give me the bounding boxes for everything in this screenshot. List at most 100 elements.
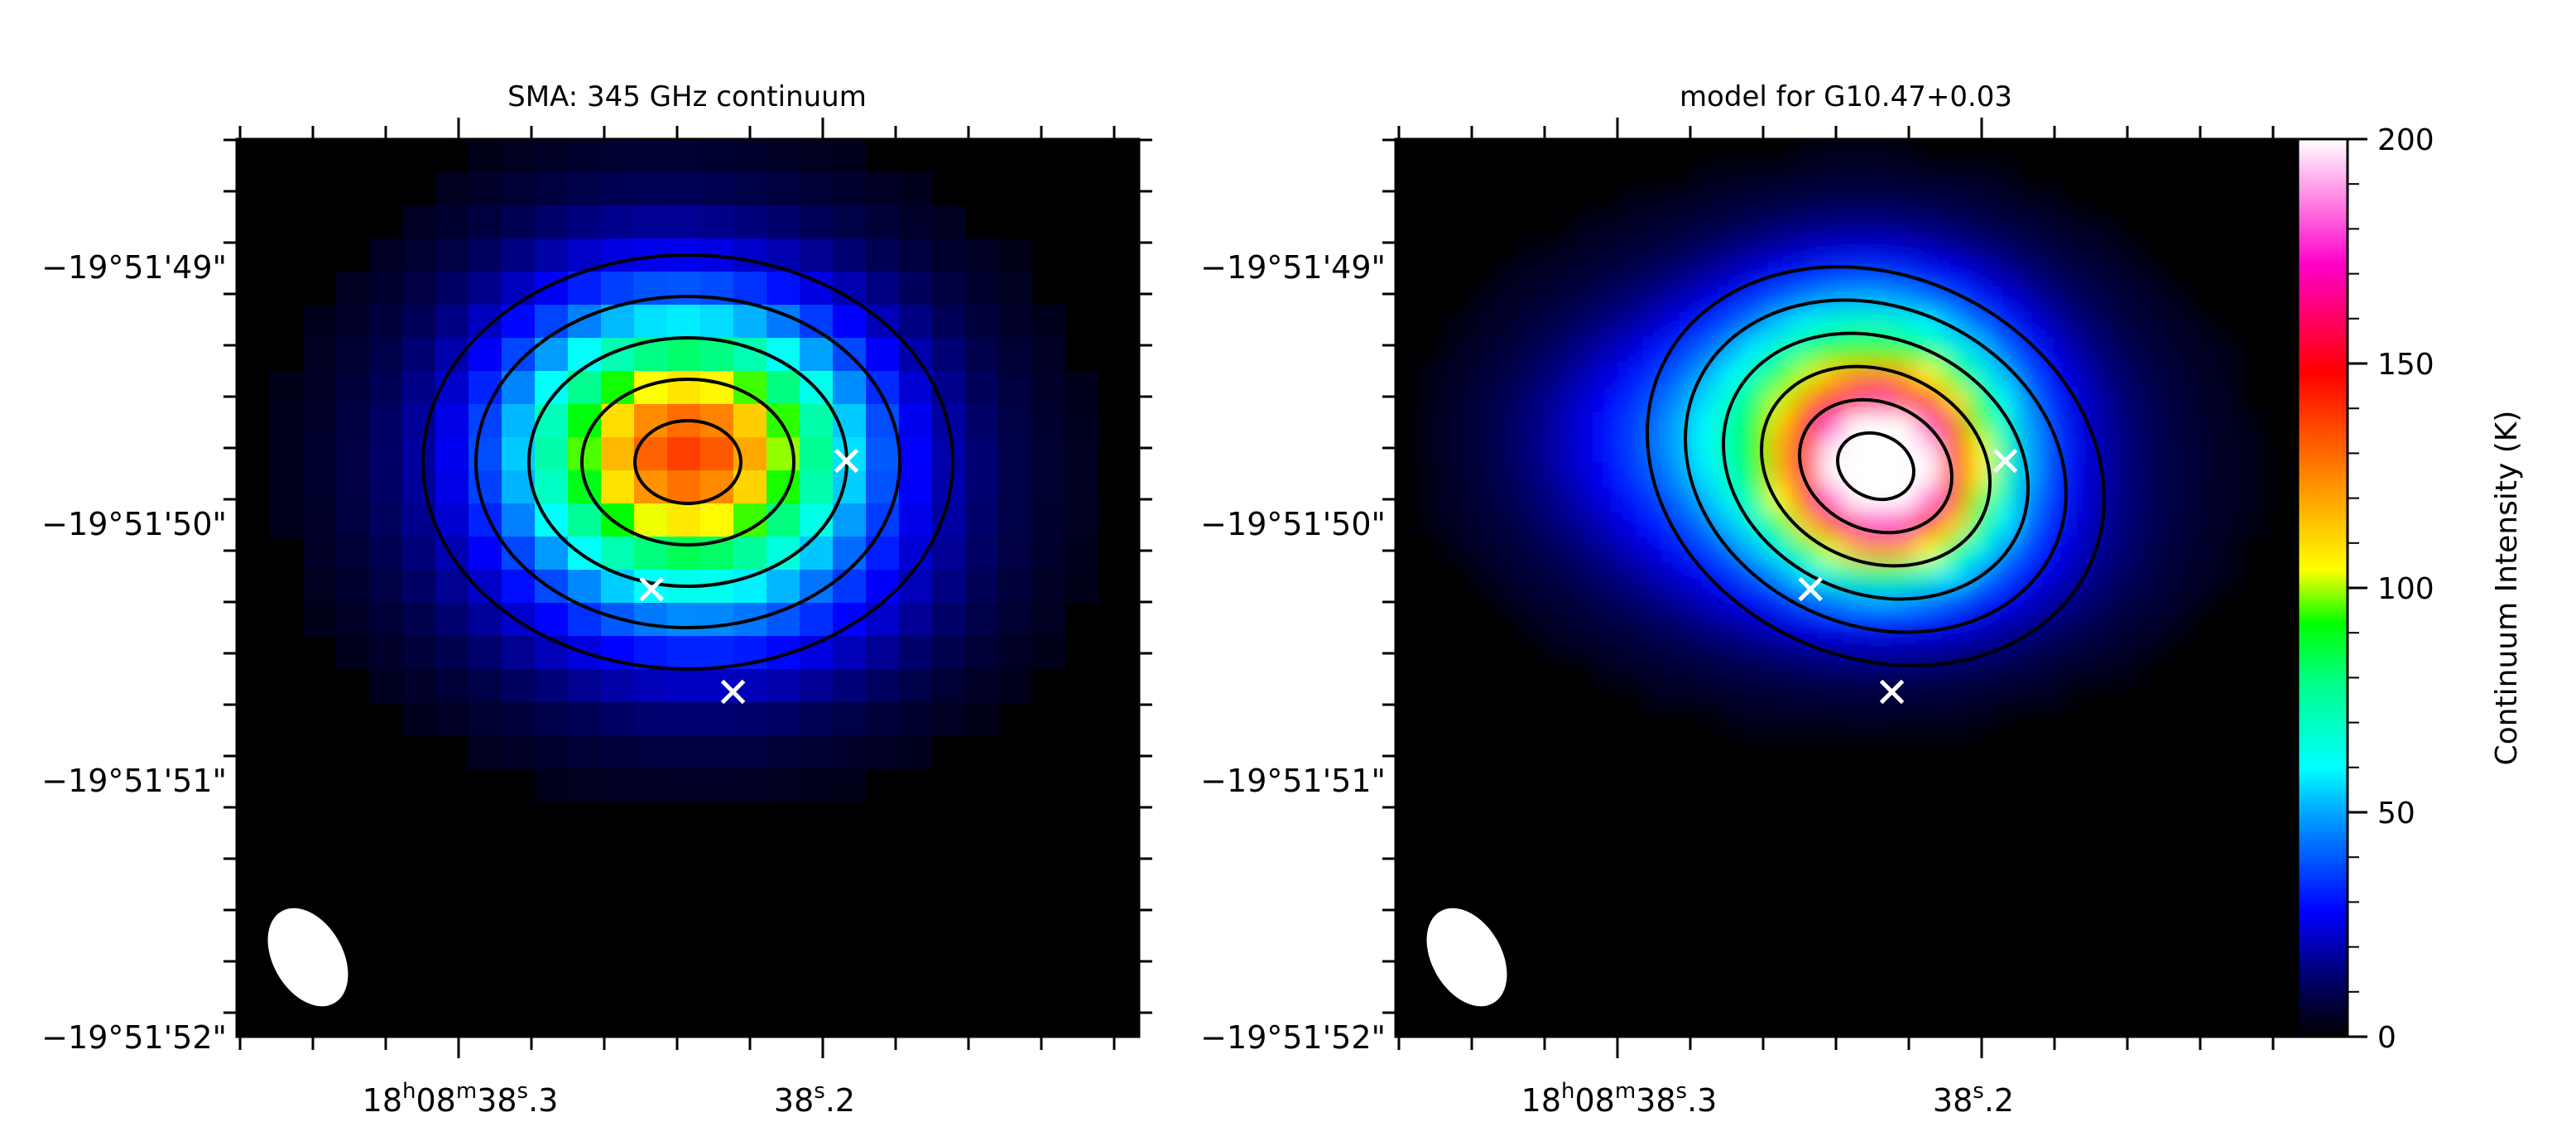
- heat-cell: [2190, 512, 2216, 537]
- heat-cell: [932, 702, 966, 736]
- heat-cell: [2190, 313, 2216, 339]
- heat-cell: [667, 371, 701, 405]
- heat-cell: [502, 735, 536, 769]
- heat-cell: [1718, 313, 1744, 339]
- heat-cell: [1867, 189, 1893, 214]
- heat-cell: [1694, 338, 1719, 364]
- heat-cell: [469, 636, 502, 670]
- heat-cell: [833, 172, 867, 206]
- heat-cell: [800, 702, 834, 736]
- heat-cell: [303, 603, 337, 637]
- heat-cell: [2016, 537, 2042, 562]
- heat-cell: [1992, 661, 2017, 686]
- heat-cell: [932, 669, 966, 703]
- heat-cell: [1992, 487, 2017, 513]
- heat-cell: [767, 702, 800, 736]
- colorbar-tick-label: 150: [2377, 348, 2434, 382]
- heat-cell: [1917, 288, 1943, 314]
- heat-cell: [2116, 412, 2141, 438]
- heat-cell: [2215, 412, 2241, 438]
- heat-cell: [1644, 263, 1670, 289]
- contour-line: [633, 419, 743, 505]
- heat-cell: [700, 735, 734, 769]
- heat-cell: [469, 470, 502, 504]
- heat-cell: [1793, 388, 1819, 413]
- heat-cell: [800, 735, 834, 769]
- heat-cell: [2066, 263, 2092, 289]
- heat-cell: [1942, 263, 1968, 289]
- heat-cell: [767, 503, 800, 537]
- heat-cell: [469, 238, 502, 272]
- heat-cell: [1892, 164, 1918, 190]
- heat-cell: [1031, 603, 1065, 637]
- heat-cell: [1420, 363, 1446, 388]
- heat-cell: [2016, 412, 2042, 438]
- heat-cell: [2215, 462, 2241, 488]
- heat-cell: [1545, 611, 1570, 637]
- heat-cell: [1718, 636, 1744, 662]
- heat-cell: [1843, 164, 1868, 190]
- heat-cell: [1743, 437, 1769, 463]
- heat-cell: [1743, 710, 1769, 736]
- colorbar-label: Continuum Intensity (K): [2490, 411, 2524, 766]
- heat-cell: [1992, 462, 2017, 488]
- heat-cell: [733, 172, 767, 206]
- heat-cell: [1768, 462, 1794, 488]
- heat-cell: [1718, 263, 1744, 289]
- heat-cell: [1992, 512, 2017, 537]
- heat-cell: [667, 503, 701, 537]
- heat-cell: [1545, 462, 1570, 488]
- heat-cell: [435, 205, 469, 239]
- heat-cell: [932, 338, 966, 372]
- heat-cell: [469, 305, 502, 339]
- heat-cell: [932, 437, 966, 471]
- heat-cell: [1495, 338, 1521, 364]
- heat-cell: [1669, 686, 1694, 711]
- heat-cell: [1545, 437, 1570, 463]
- heat-cell: [1520, 238, 1545, 264]
- heat-cell: [866, 338, 900, 372]
- heat-cell: [833, 305, 867, 339]
- heat-cell: [336, 537, 370, 571]
- heat-cell: [667, 437, 701, 471]
- heat-cell: [435, 305, 469, 339]
- heat-cell: [2215, 437, 2241, 463]
- heat-cell: [2141, 636, 2166, 662]
- heat-cell: [1495, 512, 1521, 537]
- heat-cell: [1818, 139, 1843, 165]
- heat-cell: [535, 702, 569, 736]
- heat-cell: [2141, 611, 2166, 637]
- heat-cell: [2190, 437, 2216, 463]
- heat-cell: [833, 503, 867, 537]
- heat-cell: [1818, 189, 1843, 214]
- colorbar: 0 50 100 150 200 Continuum Intensity (K): [2296, 123, 2524, 1055]
- heat-cell: [1992, 238, 2017, 264]
- heat-cell: [2240, 437, 2266, 463]
- heat-cell: [402, 371, 436, 405]
- heat-cell: [667, 272, 701, 306]
- heat-cell: [435, 172, 469, 206]
- heat-cell: [1694, 537, 1719, 562]
- heat-cell: [1768, 189, 1794, 214]
- heat-cell: [2141, 288, 2166, 314]
- heat-cell: [899, 735, 933, 769]
- heat-cell: [700, 205, 734, 239]
- heat-cell: [1718, 164, 1744, 190]
- heat-cell: [568, 503, 602, 537]
- left-markers: [639, 448, 859, 705]
- heat-cell: [667, 702, 701, 736]
- heat-cell: [1065, 470, 1098, 504]
- heat-cell: [2091, 363, 2117, 388]
- heat-cell: [1445, 412, 1471, 438]
- heat-cell: [634, 205, 668, 239]
- heat-cell: [700, 404, 734, 438]
- heat-cell: [1445, 363, 1471, 388]
- heat-cell: [700, 603, 734, 637]
- heat-cell: [2091, 661, 2117, 686]
- heat-cell: [1619, 313, 1645, 339]
- heat-cell: [899, 470, 933, 504]
- heat-cell: [1669, 263, 1694, 289]
- heat-cell: [1768, 214, 1794, 239]
- heat-cell: [1818, 388, 1843, 413]
- heat-cell: [833, 735, 867, 769]
